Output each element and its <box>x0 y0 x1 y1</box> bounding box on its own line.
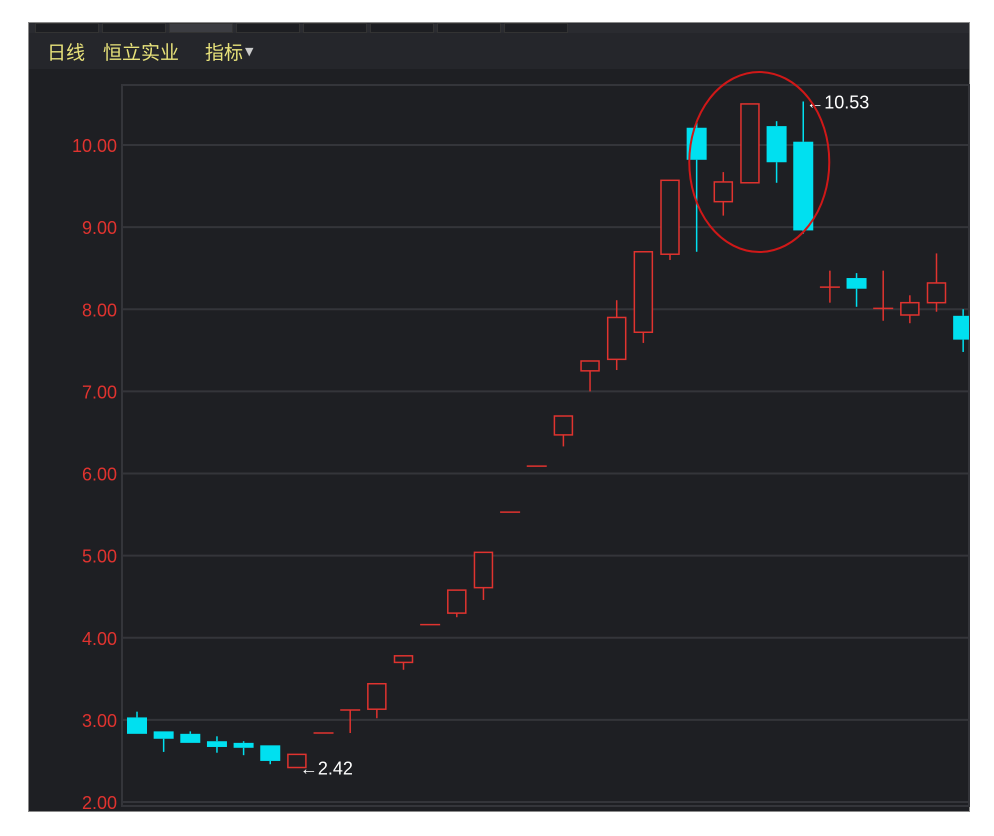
tab[interactable] <box>35 23 99 33</box>
candle-body-up <box>553 415 574 436</box>
candle <box>793 101 814 234</box>
candle <box>553 415 574 447</box>
candle-body-up <box>447 589 467 614</box>
tab-strip <box>29 23 969 33</box>
y-tick-label: 7.00 <box>82 382 117 402</box>
candle-body-down <box>766 126 787 163</box>
candle <box>393 655 414 670</box>
candle <box>127 711 147 734</box>
period-label[interactable]: 日线 <box>47 41 86 64</box>
candle-body-up <box>606 316 627 361</box>
candle-body-up <box>367 682 387 710</box>
candle-body-down <box>233 742 254 748</box>
tab[interactable] <box>504 23 568 33</box>
caret-down-icon[interactable]: ▼ <box>245 44 254 58</box>
tab-active[interactable] <box>169 23 233 33</box>
tab[interactable] <box>102 23 166 33</box>
candle <box>846 273 867 307</box>
y-tick-label: 6.00 <box>82 465 117 485</box>
candle-body-up <box>473 551 494 589</box>
candle <box>900 295 920 324</box>
candle-body-down <box>793 141 814 231</box>
candle-body-down <box>260 745 281 761</box>
candle <box>233 741 254 756</box>
tab[interactable] <box>236 23 300 33</box>
candle <box>953 309 969 352</box>
candle <box>206 736 227 753</box>
y-tick-label: 10.00 <box>72 136 117 156</box>
candle-body-up <box>740 103 760 184</box>
candle-body-up <box>660 179 680 255</box>
candle-body-up <box>926 282 947 304</box>
candle-body-down <box>127 717 147 734</box>
y-tick-label: 2.00 <box>82 793 117 813</box>
candle-body-down <box>180 733 201 743</box>
candle-body-down <box>153 731 174 739</box>
candles <box>127 101 969 769</box>
stock-name: 恒立实业 <box>103 41 180 64</box>
candle-body-down <box>846 278 867 289</box>
chart-header: 日线 恒立实业 指标 ▼ <box>29 33 969 69</box>
candle <box>740 103 760 184</box>
tab[interactable] <box>370 23 434 33</box>
candle-body-up <box>287 753 307 769</box>
indicator-menu[interactable]: 指标 <box>205 41 244 64</box>
candle <box>473 551 494 600</box>
price-annotation: ←10.53 <box>806 92 869 112</box>
candle-body-up <box>713 181 734 203</box>
candle <box>580 360 600 392</box>
plot-border <box>121 84 970 807</box>
candle-body-down <box>206 741 227 747</box>
y-tick-label: 4.00 <box>82 629 117 649</box>
candle <box>367 682 387 719</box>
y-tick-label: 5.00 <box>82 547 117 567</box>
candle <box>340 709 361 734</box>
candle-body-up <box>633 251 654 333</box>
candle <box>713 172 734 216</box>
candle-body-up <box>393 655 414 664</box>
candle <box>926 253 947 312</box>
y-tick-label: 3.00 <box>82 711 117 731</box>
candle <box>606 300 627 371</box>
candle-body-up <box>580 360 600 372</box>
candle <box>660 179 680 260</box>
candle-body-up <box>900 301 920 316</box>
candle <box>633 251 654 343</box>
candle <box>766 121 787 183</box>
y-tick-label: 9.00 <box>82 218 117 238</box>
candle <box>873 270 894 321</box>
candle-body-down <box>953 315 969 340</box>
candle <box>180 731 201 743</box>
candle <box>819 270 840 303</box>
candle <box>153 731 174 752</box>
candle <box>260 745 281 765</box>
highlight-circle <box>688 71 831 253</box>
candle <box>686 121 707 252</box>
price-annotation: ←2.42 <box>300 759 353 779</box>
tab[interactable] <box>437 23 501 33</box>
candle <box>287 753 307 769</box>
y-tick-label: 8.00 <box>82 300 117 320</box>
tab[interactable] <box>303 23 367 33</box>
candle <box>447 589 467 618</box>
